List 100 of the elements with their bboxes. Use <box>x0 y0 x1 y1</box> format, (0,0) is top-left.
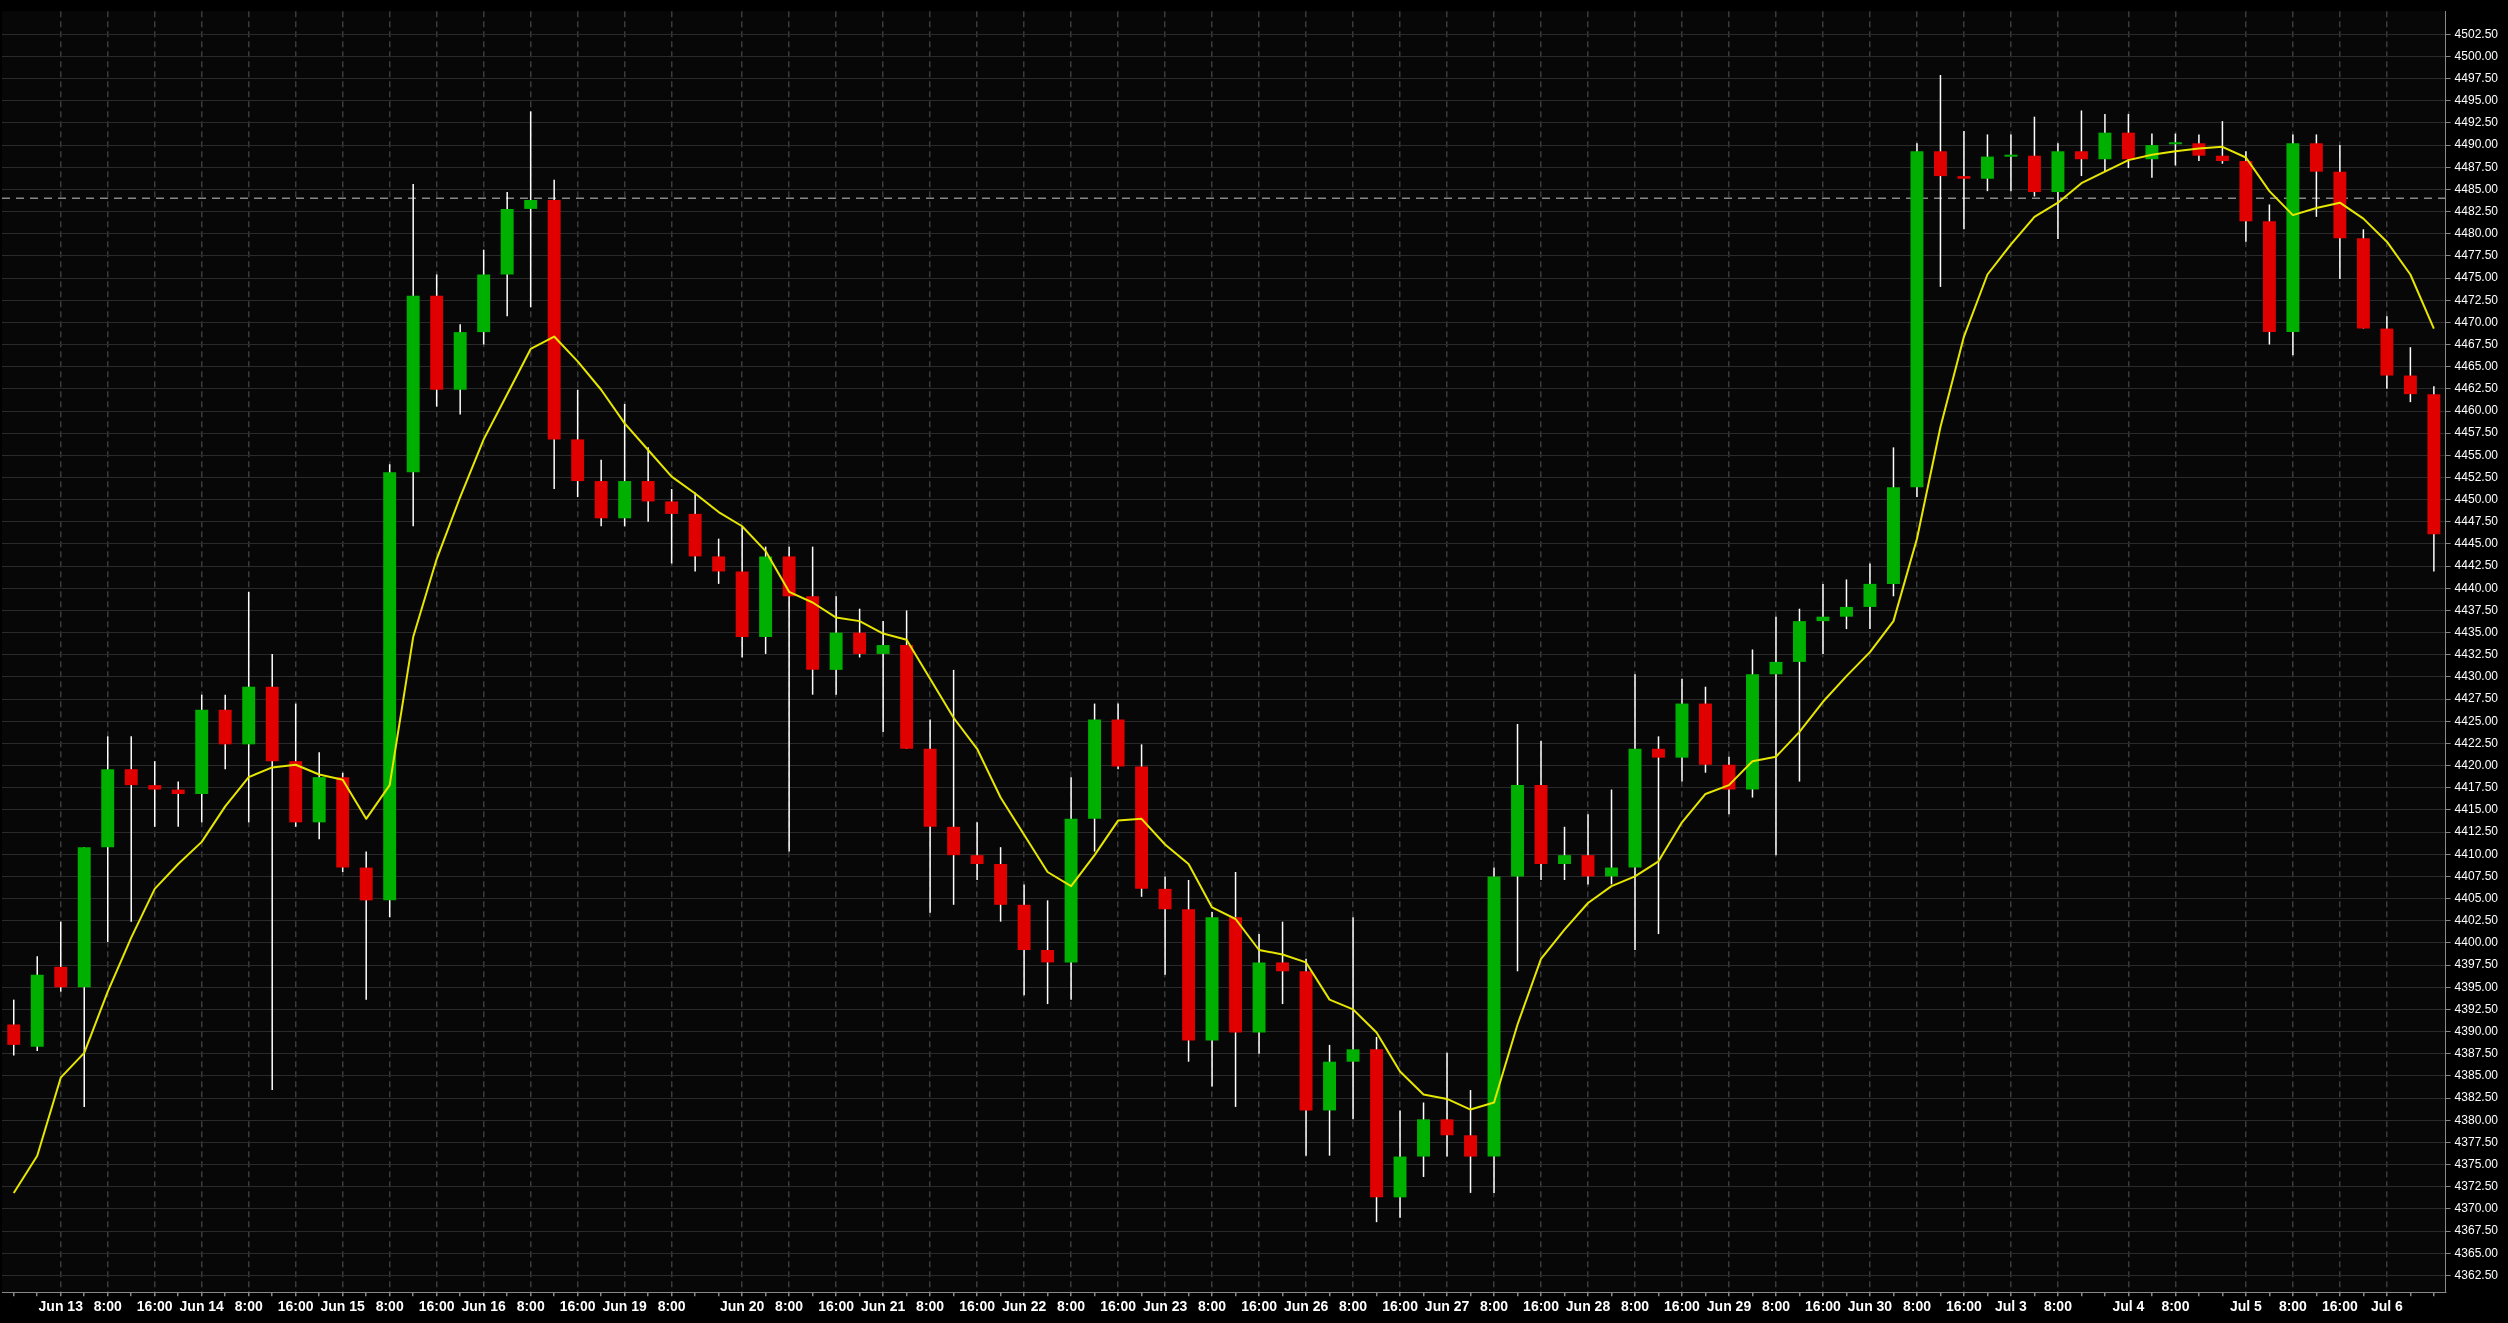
y-tick-label: 4452.50 <box>2454 469 2499 484</box>
x-tick-label: Jun 19 <box>602 1298 648 1315</box>
x-tick-label: Jul 4 <box>2112 1298 2145 1315</box>
y-tick-label: 4377.50 <box>2454 1134 2499 1149</box>
x-tick-label: 8:00 <box>1620 1298 1650 1315</box>
x-tick-label: Jun 13 <box>38 1298 84 1315</box>
y-tick-label: 4445.00 <box>2454 536 2499 551</box>
x-tick-label: Jun 21 <box>860 1298 906 1315</box>
x-tick-label: Jun 20 <box>719 1298 765 1315</box>
y-tick-label: 4482.50 <box>2454 203 2499 218</box>
y-tick-label: 4390.00 <box>2454 1023 2499 1038</box>
y-tick-label: 4427.50 <box>2454 691 2499 706</box>
candlestick <box>1652 735 1665 935</box>
y-tick-label: 4457.50 <box>2454 425 2499 440</box>
y-tick-label: 4460.00 <box>2454 403 2499 418</box>
y-tick-label: 4440.00 <box>2454 580 2499 595</box>
x-tick-label: 16:00 <box>1946 1298 1983 1315</box>
x-tick-label: 8:00 <box>916 1298 945 1315</box>
x-tick-label: Jun 15 <box>320 1298 366 1315</box>
y-tick-label: 4370.00 <box>2454 1201 2499 1216</box>
y-tick-label: 4502.50 <box>2454 26 2499 41</box>
x-tick-label: Jun 16 <box>461 1298 507 1315</box>
x-tick-label: 16:00 <box>277 1298 314 1315</box>
y-tick-label: 4487.50 <box>2454 159 2499 174</box>
x-tick-label: 16:00 <box>1805 1298 1842 1315</box>
x-tick-label: 16:00 <box>418 1298 455 1315</box>
y-tick-label: 4492.50 <box>2454 115 2499 130</box>
x-tick-label: 16:00 <box>1664 1298 1701 1315</box>
y-tick-label: 4407.50 <box>2454 868 2499 883</box>
y-tick-label: 4375.00 <box>2454 1156 2499 1171</box>
candlestick <box>124 735 138 923</box>
candlestick <box>1440 1052 1454 1158</box>
y-tick-label: 4462.50 <box>2454 381 2499 396</box>
y-tick-label: 4480.00 <box>2454 226 2499 241</box>
y-tick-label: 4417.50 <box>2454 780 2499 795</box>
candlestick <box>970 821 984 881</box>
y-tick-label: 4455.00 <box>2454 447 2499 462</box>
candlestick <box>1581 813 1595 886</box>
x-tick-label: 8:00 <box>1761 1298 1791 1315</box>
candlestick <box>171 780 185 828</box>
candlestick <box>1276 920 1290 1005</box>
y-tick-label: 4405.00 <box>2454 890 2499 905</box>
x-tick-label: 8:00 <box>2278 1298 2308 1315</box>
candlestick <box>1041 899 1055 1005</box>
y-tick-label: 4422.50 <box>2454 735 2499 750</box>
y-tick-label: 4367.50 <box>2454 1223 2499 1238</box>
x-tick-label: Jul 3 <box>1994 1298 2028 1315</box>
candlestick <box>1464 1089 1477 1194</box>
x-tick-label: 16:00 <box>1523 1298 1560 1315</box>
y-tick-label: 4425.00 <box>2454 713 2499 728</box>
x-tick-label: 8:00 <box>1057 1298 1086 1315</box>
x-tick-label: 16:00 <box>2321 1298 2358 1315</box>
candlestick <box>712 537 726 585</box>
y-tick-label: 4432.50 <box>2454 647 2499 662</box>
y-tick-label: 4382.50 <box>2454 1090 2499 1105</box>
x-tick-label: Jun 30 <box>1847 1298 1893 1315</box>
y-tick-label: 4475.00 <box>2454 270 2499 285</box>
y-tick-label: 4447.50 <box>2454 514 2499 529</box>
x-tick-label: 8:00 <box>1902 1298 1932 1315</box>
y-tick-label: 4497.50 <box>2454 70 2499 85</box>
y-tick-label: 4467.50 <box>2454 336 2499 351</box>
candlestick <box>2168 132 2182 167</box>
candlestick <box>1769 615 1783 856</box>
x-tick-label: Jun 28 <box>1565 1298 1611 1315</box>
y-tick-label: 4372.50 <box>2454 1179 2499 1194</box>
y-tick-label: 4387.50 <box>2454 1046 2499 1061</box>
candlestick <box>54 920 68 993</box>
y-tick-label: 4362.50 <box>2454 1267 2499 1282</box>
y-tick-label: 4412.50 <box>2454 824 2499 839</box>
x-tick-label: 16:00 <box>1241 1298 1278 1315</box>
candlestick <box>7 998 21 1057</box>
candlestick <box>641 446 655 523</box>
candlestick <box>1957 130 1971 231</box>
candlestick <box>1346 916 1360 1121</box>
x-tick-label: 8:00 <box>775 1298 804 1315</box>
x-tick-label: 8:00 <box>1480 1298 1509 1315</box>
y-tick-label: 4495.00 <box>2454 93 2499 108</box>
y-tick-label: 4392.50 <box>2454 1001 2499 1016</box>
x-tick-label: Jun 23 <box>1142 1298 1188 1315</box>
x-tick-label: Jun 22 <box>1001 1298 1047 1315</box>
candlestick <box>947 669 961 906</box>
candlestick <box>2403 346 2417 403</box>
y-tick-label: 4472.50 <box>2454 292 2499 307</box>
candlestick <box>1605 788 1618 886</box>
x-tick-label: 16:00 <box>559 1298 596 1315</box>
x-tick-label: 16:00 <box>959 1298 996 1315</box>
y-tick-label: 4442.50 <box>2454 558 2499 573</box>
y-tick-label: 4397.50 <box>2454 957 2499 972</box>
y-tick-label: 4500.00 <box>2454 48 2499 63</box>
y-tick-label: 4465.00 <box>2454 359 2499 373</box>
y-tick-label: 4415.00 <box>2454 802 2499 817</box>
y-tick-label: 4430.00 <box>2454 669 2499 684</box>
candlestick <box>1158 875 1172 976</box>
x-tick-label: 16:00 <box>1382 1298 1419 1315</box>
y-tick-label: 4437.50 <box>2454 602 2499 617</box>
y-tick-label: 4400.00 <box>2454 935 2499 950</box>
x-tick-label: Jun 14 <box>179 1298 225 1315</box>
candlestick <box>876 620 890 733</box>
x-tick-label: 8:00 <box>657 1298 686 1315</box>
x-tick-label: 8:00 <box>93 1298 122 1315</box>
